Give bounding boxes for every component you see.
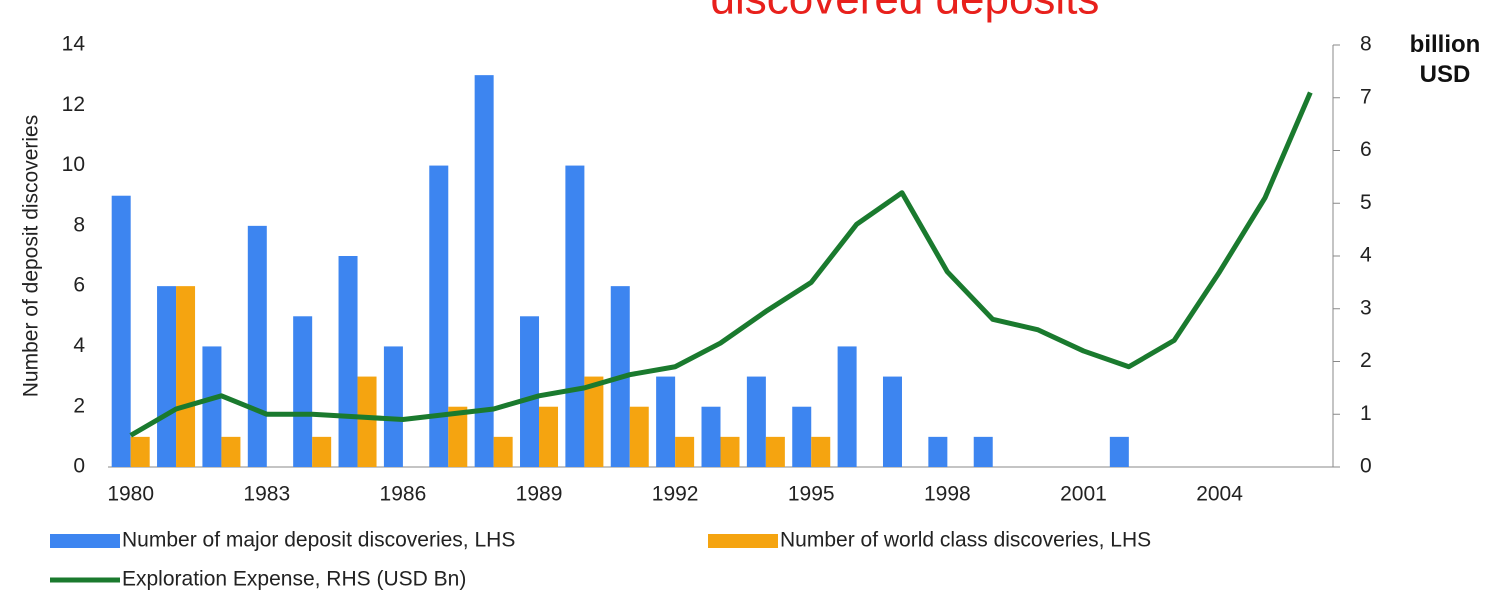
x-tick-label: 1995 [788,483,835,506]
bar [565,165,585,468]
y-axis-label: Number of deposit discoveries [20,115,43,397]
legend-label: Number of major deposit discoveries, LHS [122,529,515,552]
chart-title: discovered deposits [711,0,1100,24]
y2-tick-label: 1 [1360,402,1372,425]
bar [383,346,403,467]
x-tick-label: 1992 [652,483,699,506]
y2-tick-label: 8 [1360,33,1372,56]
x-tick-label: 2001 [1060,483,1107,506]
bar [720,436,740,467]
y2-axis-label: billion USD [1409,31,1481,88]
y-tick-label: 12 [62,93,85,116]
bar [765,436,785,467]
y2-tick-label: 5 [1360,191,1372,214]
bar [293,316,313,467]
bar [448,406,468,467]
bar [1109,436,1129,467]
legend-label: Exploration Expense, RHS (USD Bn) [122,568,466,591]
bar [111,195,131,467]
bar [584,376,604,467]
bar [539,406,559,467]
bar [429,165,449,468]
bar [202,346,222,467]
bar [338,256,358,467]
y-tick-label: 8 [73,213,85,236]
y-tick-label: 0 [73,455,85,478]
bar [493,436,513,467]
bar [656,376,676,467]
y-tick-label: 14 [62,33,86,56]
legend-swatch [50,534,120,548]
x-tick-label: 1986 [380,483,427,506]
x-tick-label: 2004 [1196,483,1243,506]
x-tick-label: 1980 [107,483,154,506]
y2-tick-label: 2 [1360,349,1372,372]
bar [811,436,831,467]
bar [675,436,695,467]
y2-tick-label: 3 [1360,296,1372,319]
bar [928,436,948,467]
x-tick-label: 1989 [516,483,563,506]
y-tick-label: 2 [73,394,85,417]
bar [357,376,377,467]
legend-label: Number of world class discoveries, LHS [780,529,1151,552]
y2-tick-label: 0 [1360,455,1372,478]
bar [474,75,494,468]
bar [176,286,196,467]
legend-swatch [708,534,778,548]
bar [973,436,993,467]
bar [837,346,857,467]
line [129,91,1313,438]
y2-tick-label: 7 [1360,85,1372,108]
bar [746,376,766,467]
x-tick-label: 1998 [924,483,971,506]
bar [792,406,812,467]
bar [701,406,721,467]
y-tick-label: 6 [73,274,85,297]
bar [130,436,150,467]
bar [520,316,540,467]
y-tick-label: 4 [73,334,85,357]
x-tick-label: 1983 [243,483,290,506]
bar [882,376,902,467]
bar [629,406,649,467]
bar [247,225,267,467]
bar [157,286,177,467]
y2-tick-label: 4 [1360,244,1372,267]
bar [312,436,332,467]
bar [221,436,241,467]
y2-tick-label: 6 [1360,138,1372,161]
y-tick-label: 10 [62,153,85,176]
